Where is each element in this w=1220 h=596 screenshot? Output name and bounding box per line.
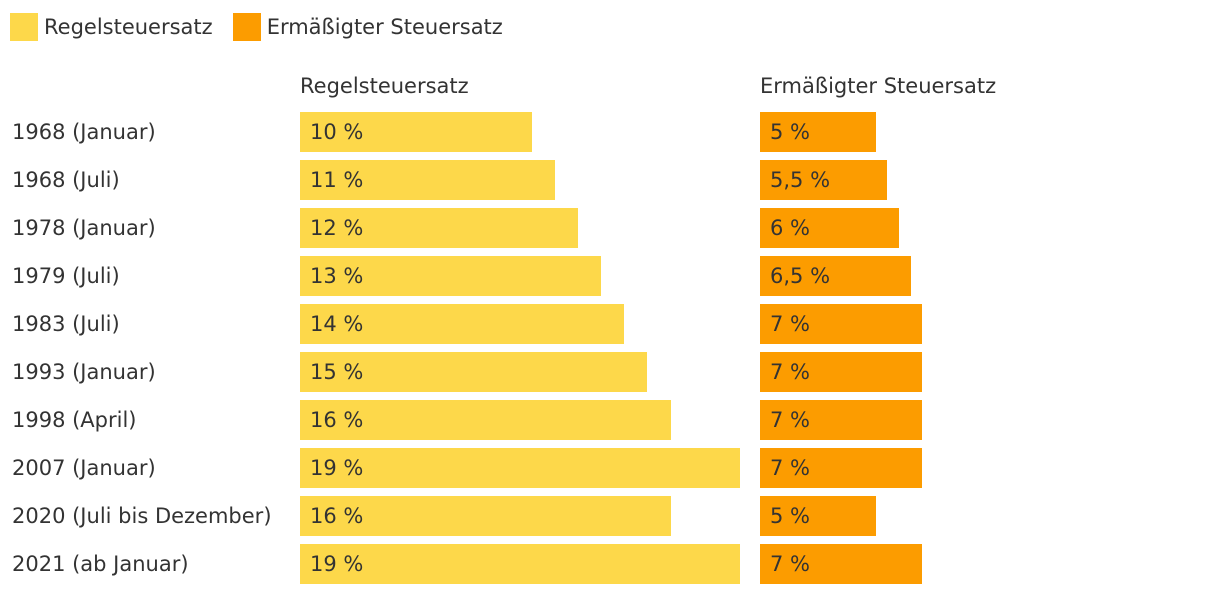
legend-item-ermaessigt: Ermäßigter Steuersatz (232, 13, 503, 41)
category-label: 2021 (ab Januar) (12, 552, 189, 576)
data-label-ermaessigt: 6 % (770, 216, 810, 240)
bar-ermaessigt (760, 112, 876, 152)
bar-regel (300, 352, 647, 392)
bar-regel (300, 160, 555, 200)
bar-ermaessigt (760, 160, 887, 200)
data-label-regel: 13 % (310, 264, 364, 288)
bar-regel (300, 112, 532, 152)
data-label-ermaessigt: 7 % (770, 408, 810, 432)
bar-ermaessigt (760, 400, 922, 440)
data-label-regel: 19 % (310, 456, 364, 480)
column-header-regel: Regelsteuersatz (300, 74, 469, 98)
data-label-regel: 14 % (310, 312, 364, 336)
bar-regel (300, 256, 601, 296)
category-label: 1968 (Januar) (12, 120, 156, 144)
bar-regel (300, 304, 624, 344)
category-label: 1983 (Juli) (12, 312, 120, 336)
category-label: 2007 (Januar) (12, 456, 156, 480)
data-label-ermaessigt: 7 % (770, 360, 810, 384)
category-label: 1993 (Januar) (12, 360, 156, 384)
data-label-regel: 10 % (310, 120, 364, 144)
legend-label-ermaessigt: Ermäßigter Steuersatz (266, 15, 503, 39)
bar-regel (300, 400, 671, 440)
column-header-ermaessigt: Ermäßigter Steuersatz (760, 74, 997, 98)
legend-label-regel: Regelsteuersatz (44, 15, 213, 39)
legend-swatch-regel (10, 13, 38, 41)
data-label-regel: 12 % (310, 216, 364, 240)
legend-swatch-ermaessigt (232, 13, 261, 41)
bar-regel (300, 208, 578, 248)
data-label-ermaessigt: 5 % (770, 120, 810, 144)
bar-regel (300, 496, 671, 536)
data-label-regel: 19 % (310, 552, 364, 576)
category-label: 1998 (April) (12, 408, 137, 432)
legend: Regelsteuersatz Ermäßigter Steuersatz (10, 12, 523, 42)
data-label-ermaessigt: 5,5 % (770, 168, 831, 192)
data-label-regel: 11 % (310, 168, 364, 192)
data-label-regel: 16 % (310, 408, 364, 432)
data-label-regel: 15 % (310, 360, 364, 384)
data-label-ermaessigt: 7 % (770, 456, 810, 480)
bar-regel (300, 448, 740, 488)
category-label: 2020 (Juli bis Dezember) (12, 504, 272, 528)
bar-ermaessigt (760, 496, 876, 536)
bar-ermaessigt (760, 208, 899, 248)
legend-item-regel: Regelsteuersatz (10, 13, 213, 41)
bar-ermaessigt (760, 544, 922, 584)
data-label-ermaessigt: 6,5 % (770, 264, 831, 288)
data-label-ermaessigt: 7 % (770, 312, 810, 336)
data-label-ermaessigt: 5 % (770, 504, 810, 528)
category-label: 1978 (Januar) (12, 216, 156, 240)
data-label-ermaessigt: 7 % (770, 552, 810, 576)
category-label: 1979 (Juli) (12, 264, 120, 288)
bar-ermaessigt (760, 352, 922, 392)
bar-ermaessigt (760, 448, 922, 488)
category-label: 1968 (Juli) (12, 168, 120, 192)
data-label-regel: 16 % (310, 504, 364, 528)
bar-regel (300, 544, 740, 584)
bar-ermaessigt (760, 304, 922, 344)
bar-ermaessigt (760, 256, 911, 296)
